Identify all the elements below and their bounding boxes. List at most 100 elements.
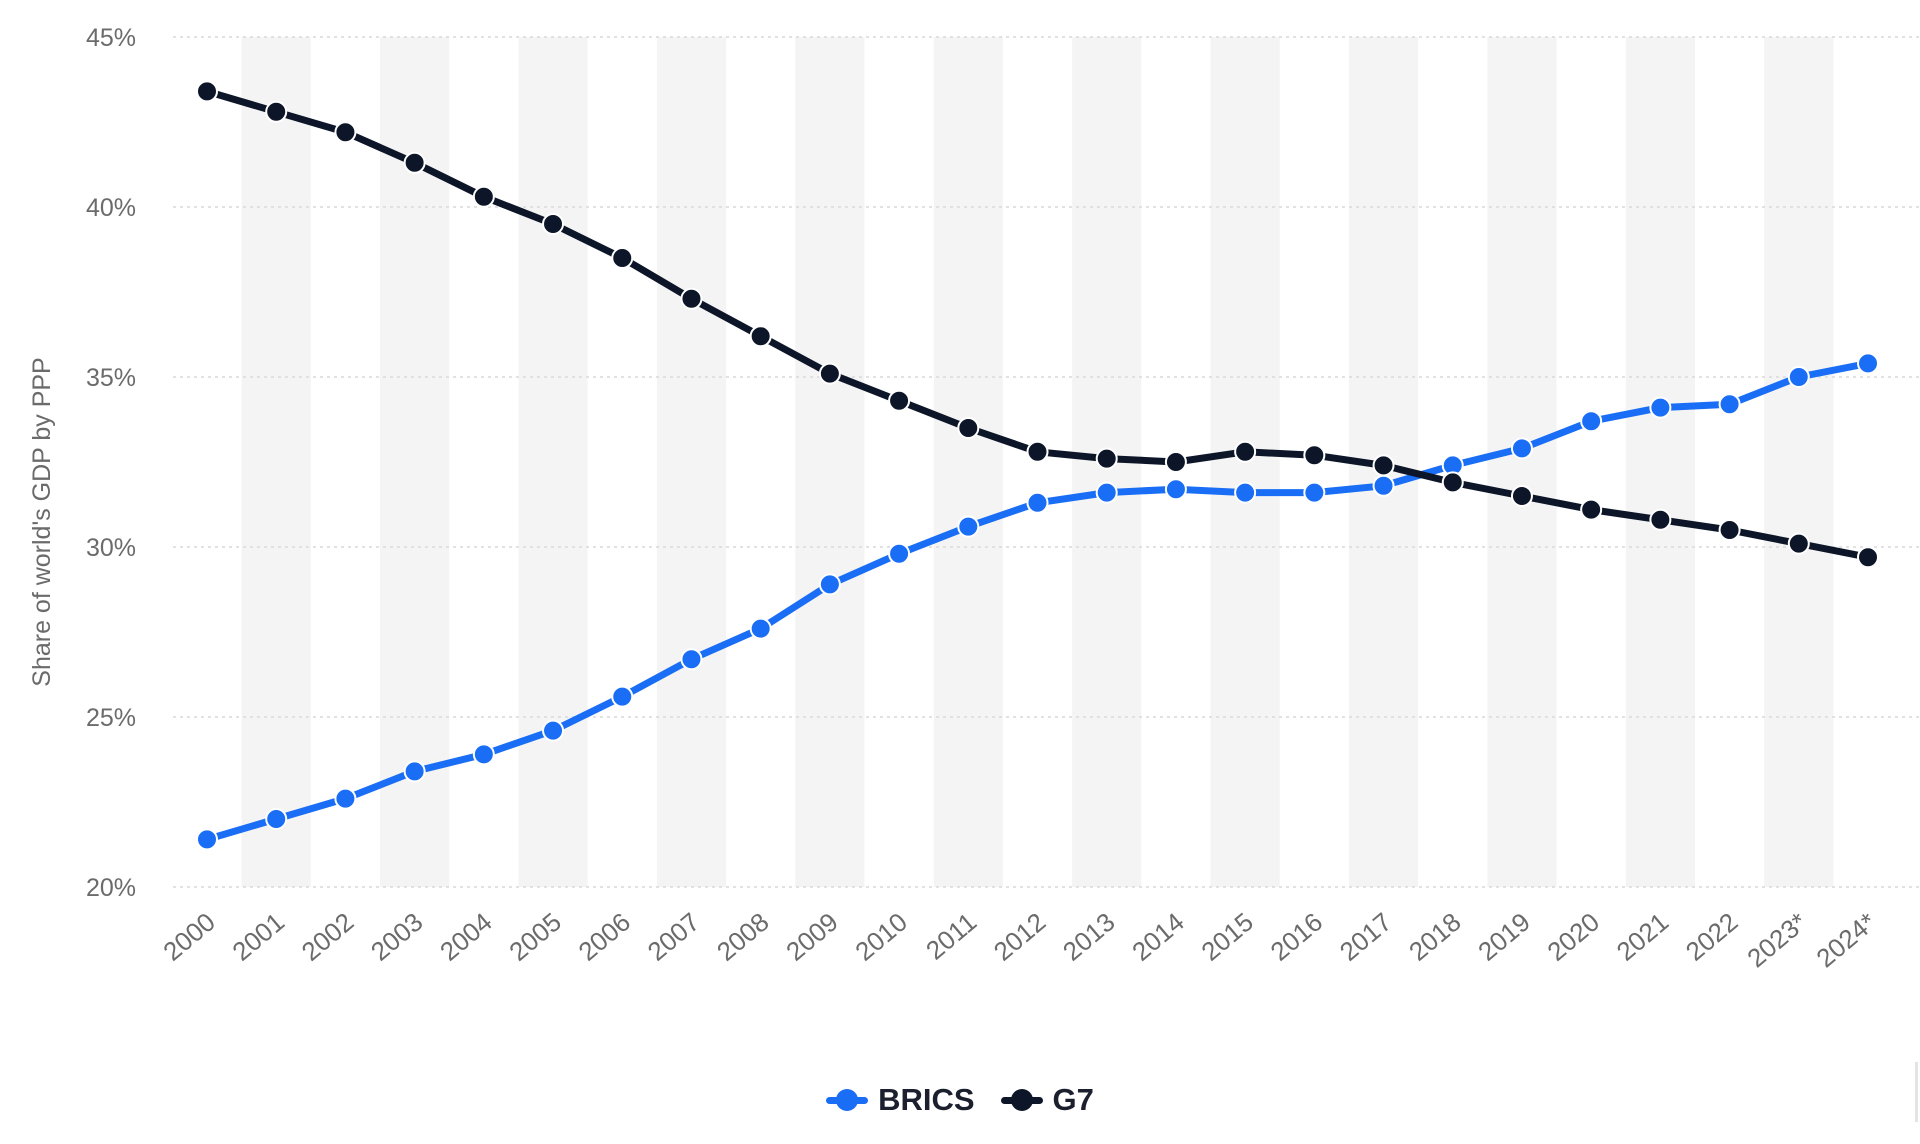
x-tick-label: 2004 xyxy=(434,907,498,967)
data-point-g7 xyxy=(749,325,772,348)
data-point-brics xyxy=(1649,396,1672,419)
legend: BRICS G7 xyxy=(0,1082,1920,1118)
legend-swatch-g7 xyxy=(1000,1088,1043,1112)
series-line-g7 xyxy=(203,87,1872,561)
data-point-g7 xyxy=(1095,447,1118,470)
data-point-g7 xyxy=(1372,454,1395,477)
data-point-g7 xyxy=(1510,485,1533,507)
data-point-g7 xyxy=(1857,546,1879,569)
data-point-brics xyxy=(265,808,288,830)
series-line-brics xyxy=(203,359,1872,843)
data-point-brics xyxy=(1234,481,1257,504)
data-point-brics xyxy=(1580,410,1603,433)
data-point-brics xyxy=(1372,474,1395,497)
x-tick-label: 2000 xyxy=(157,907,221,967)
band xyxy=(241,37,311,887)
band xyxy=(1764,37,1834,887)
data-point-g7 xyxy=(1441,471,1464,494)
data-point-g7 xyxy=(1026,440,1049,463)
band xyxy=(1625,37,1695,887)
x-tick-label: 2021 xyxy=(1611,907,1675,967)
data-point-brics xyxy=(1303,481,1326,504)
data-point-g7 xyxy=(611,247,634,269)
band xyxy=(656,37,727,887)
data-point-g7 xyxy=(888,389,911,412)
series-brics xyxy=(196,352,1879,851)
data-point-brics xyxy=(888,542,911,565)
data-point-g7 xyxy=(196,80,218,103)
band xyxy=(518,37,588,887)
data-point-brics xyxy=(334,787,357,810)
data-point-brics xyxy=(542,719,565,742)
y-axis-title: Share of world's GDP by PPP xyxy=(28,357,56,686)
x-tick-label: 2015 xyxy=(1195,907,1259,967)
y-tick-label: 35% xyxy=(86,364,136,392)
data-point-brics xyxy=(1787,366,1810,388)
band xyxy=(1487,37,1557,887)
data-point-g7 xyxy=(680,287,703,310)
data-point-g7 xyxy=(1787,532,1810,555)
y-tick-label: 25% xyxy=(86,704,136,732)
band xyxy=(380,37,450,887)
x-tick-label: 2014 xyxy=(1126,907,1190,967)
y-tick-label: 20% xyxy=(86,874,136,902)
data-point-g7 xyxy=(403,151,426,174)
legend-item-brics[interactable]: BRICS xyxy=(826,1082,975,1118)
data-point-brics xyxy=(1857,352,1879,375)
series-layer xyxy=(196,80,1879,851)
legend-item-g7[interactable]: G7 xyxy=(1000,1082,1094,1118)
x-tick-label: 2023* xyxy=(1741,907,1812,974)
data-point-g7 xyxy=(818,362,841,385)
data-point-g7 xyxy=(1649,508,1672,531)
x-tick-label: 2018 xyxy=(1403,907,1467,967)
x-tick-label: 2001 xyxy=(226,907,290,967)
x-axis-ticks: 2000 2001 2002 2003 2004 2005 2006 2007 2008 2009… xyxy=(157,907,1882,974)
data-point-g7 xyxy=(1580,498,1603,521)
x-tick-label: 2007 xyxy=(642,907,706,967)
x-tick-label: 2016 xyxy=(1265,907,1329,967)
data-point-brics xyxy=(1164,478,1187,501)
x-tick-label: 2009 xyxy=(780,907,844,967)
data-point-g7 xyxy=(957,417,980,439)
y-axis-ticks: 20% 25% 30% 35% 40% 45% xyxy=(86,24,136,902)
data-point-g7 xyxy=(1718,519,1741,541)
y-tick-label: 30% xyxy=(86,534,136,562)
data-point-g7 xyxy=(542,213,565,235)
data-point-brics xyxy=(1095,481,1118,504)
data-point-g7 xyxy=(472,185,495,208)
x-tick-label: 2013 xyxy=(1057,907,1121,967)
data-point-brics xyxy=(1718,393,1741,416)
data-point-g7 xyxy=(1164,451,1187,473)
legend-swatch-brics xyxy=(826,1088,869,1112)
y-tick-label: 45% xyxy=(86,24,136,52)
x-tick-label: 2002 xyxy=(296,907,360,967)
x-tick-label: 2020 xyxy=(1541,907,1605,967)
data-point-brics xyxy=(957,515,980,538)
data-point-brics xyxy=(818,573,841,596)
data-point-g7 xyxy=(334,121,357,144)
data-point-brics xyxy=(749,617,772,640)
gridlines xyxy=(173,36,1920,888)
legend-label-g7: G7 xyxy=(1052,1082,1094,1117)
data-point-brics xyxy=(403,760,426,783)
data-point-brics xyxy=(611,685,634,708)
x-tick-label: 2019 xyxy=(1472,907,1536,967)
x-tick-label: 2022 xyxy=(1680,907,1744,967)
x-tick-label: 2011 xyxy=(920,907,982,966)
data-point-g7 xyxy=(1234,440,1257,463)
data-point-brics xyxy=(1510,437,1533,460)
scroll-edge xyxy=(1915,1062,1918,1122)
series-g7 xyxy=(196,80,1879,569)
data-point-brics xyxy=(1026,491,1049,514)
band xyxy=(795,37,865,887)
x-tick-label: 2024* xyxy=(1811,907,1882,974)
data-point-brics xyxy=(196,828,218,851)
x-tick-label: 2017 xyxy=(1334,907,1398,967)
band xyxy=(933,37,1003,887)
data-point-brics xyxy=(472,743,495,766)
x-tick-label: 2005 xyxy=(503,907,567,967)
legend-label-brics: BRICS xyxy=(878,1082,975,1117)
line-chart: 20%25%30%35%40%45% 2000 2001 2002 2003 2004 2… xyxy=(28,24,1920,974)
data-point-g7 xyxy=(265,100,288,123)
x-tick-label: 2008 xyxy=(711,907,775,967)
